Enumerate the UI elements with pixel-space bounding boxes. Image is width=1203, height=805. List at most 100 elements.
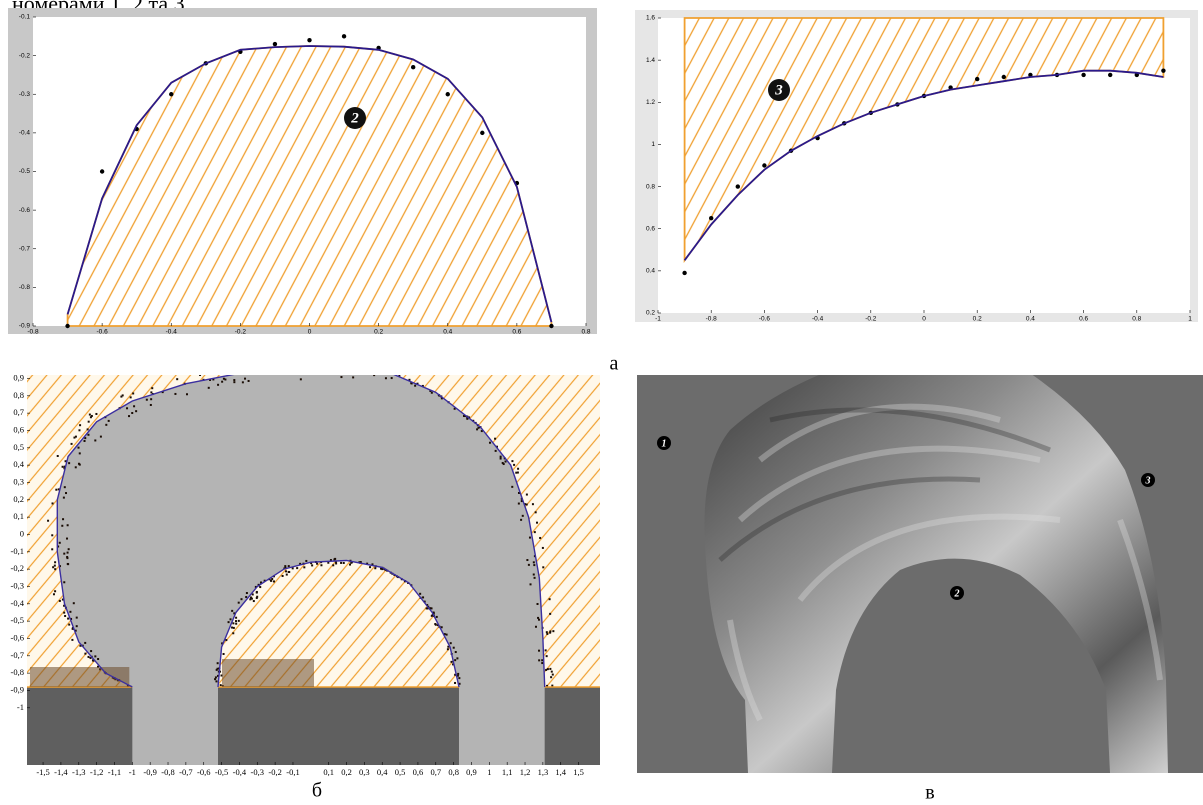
speckle <box>458 682 461 685</box>
speckle <box>214 678 217 681</box>
speckle <box>237 601 240 604</box>
speckle <box>450 660 453 663</box>
speckle <box>284 566 287 569</box>
speckle <box>477 426 480 429</box>
speckle <box>408 378 411 381</box>
speckle <box>371 563 374 566</box>
speckle <box>135 410 138 413</box>
speckle <box>67 548 70 551</box>
speckle <box>311 564 314 567</box>
x-tick-label: -0,4 <box>233 767 247 777</box>
speckle <box>476 428 479 431</box>
speckle <box>504 460 507 463</box>
photo <box>637 375 1203 773</box>
y-tick-label: -0.7 <box>19 245 31 252</box>
speckle <box>528 536 531 539</box>
speckle <box>352 368 354 370</box>
speckle <box>79 644 82 647</box>
speckle <box>69 610 72 613</box>
speckle <box>64 460 67 463</box>
y-tick-label: 0,9 <box>13 372 24 382</box>
speckle <box>250 596 253 599</box>
y-tick-label: 1.6 <box>646 15 655 22</box>
photo-marker <box>657 436 671 450</box>
speckle <box>532 561 535 564</box>
speckle <box>65 492 68 495</box>
speckle <box>393 373 395 375</box>
x-tick-label: -0,6 <box>197 767 210 777</box>
speckle <box>233 381 236 384</box>
speckle <box>263 579 266 582</box>
speckle <box>68 462 71 465</box>
speckle <box>440 626 443 629</box>
y-tick-label: -0.1 <box>19 14 31 21</box>
speckle <box>249 598 252 601</box>
speckle <box>232 622 235 625</box>
speckle <box>70 442 73 445</box>
x-tick-label: -0,8 <box>161 767 174 777</box>
speckle <box>501 461 504 464</box>
x-tick-label: -1,3 <box>72 767 85 777</box>
x-tick-label: -0,9 <box>143 767 156 777</box>
x-tick-label: -0.8 <box>706 316 718 323</box>
y-tick-label: 0,7 <box>13 407 24 417</box>
photo-marker-label: 3 <box>1145 475 1151 486</box>
y-tick-label: -0,8 <box>11 667 24 677</box>
speckle <box>329 559 332 562</box>
y-tick-label: 0,6 <box>13 424 24 434</box>
speckle <box>250 597 253 600</box>
speckle <box>287 565 290 568</box>
speckle <box>319 373 321 375</box>
y-tick-label: -0.5 <box>19 168 31 175</box>
x-tick-label: 0,5 <box>395 767 406 777</box>
speckle <box>449 642 452 645</box>
speckle <box>303 566 306 569</box>
speckle <box>551 673 554 676</box>
speckle <box>349 563 352 566</box>
speckle <box>207 386 210 389</box>
speckle <box>66 551 69 554</box>
speckle <box>488 441 491 444</box>
speckle <box>77 446 80 449</box>
speckle <box>235 616 238 619</box>
speckle <box>71 627 74 630</box>
speckle <box>61 465 64 468</box>
speckle <box>89 416 92 419</box>
speckle <box>47 519 50 522</box>
x-tick-label: 0,9 <box>466 767 477 777</box>
y-tick-label: 0 <box>20 528 24 538</box>
data-point <box>975 76 980 82</box>
speckle <box>526 559 529 562</box>
speckle <box>259 581 262 584</box>
speckle <box>549 631 552 634</box>
speckle <box>423 600 426 603</box>
speckle <box>542 566 545 569</box>
y-tick-label: -0.2 <box>19 52 31 59</box>
speckle <box>176 378 179 381</box>
speckle <box>67 563 70 566</box>
speckle <box>62 496 65 499</box>
speckle <box>513 463 516 466</box>
x-tick-label: -0.2 <box>865 316 877 323</box>
speckle <box>121 394 124 397</box>
x-tick-label: -1 <box>129 767 136 777</box>
speckle <box>78 463 81 466</box>
speckle <box>256 595 259 598</box>
data-point <box>99 169 105 174</box>
speckle <box>54 561 57 564</box>
speckle <box>75 625 78 628</box>
speckle <box>292 369 294 371</box>
speckle <box>281 574 284 577</box>
base-block <box>544 687 600 765</box>
speckle <box>466 417 469 420</box>
speckle <box>335 562 338 565</box>
speckle <box>499 457 502 460</box>
x-tick-label: -1 <box>655 316 661 323</box>
speckle <box>446 648 449 651</box>
speckle <box>327 561 330 564</box>
speckle <box>88 413 91 416</box>
y-tick-label: -1 <box>17 702 24 712</box>
speckle <box>520 518 523 521</box>
y-tick-label: -0,9 <box>11 684 24 694</box>
speckle <box>54 590 57 593</box>
